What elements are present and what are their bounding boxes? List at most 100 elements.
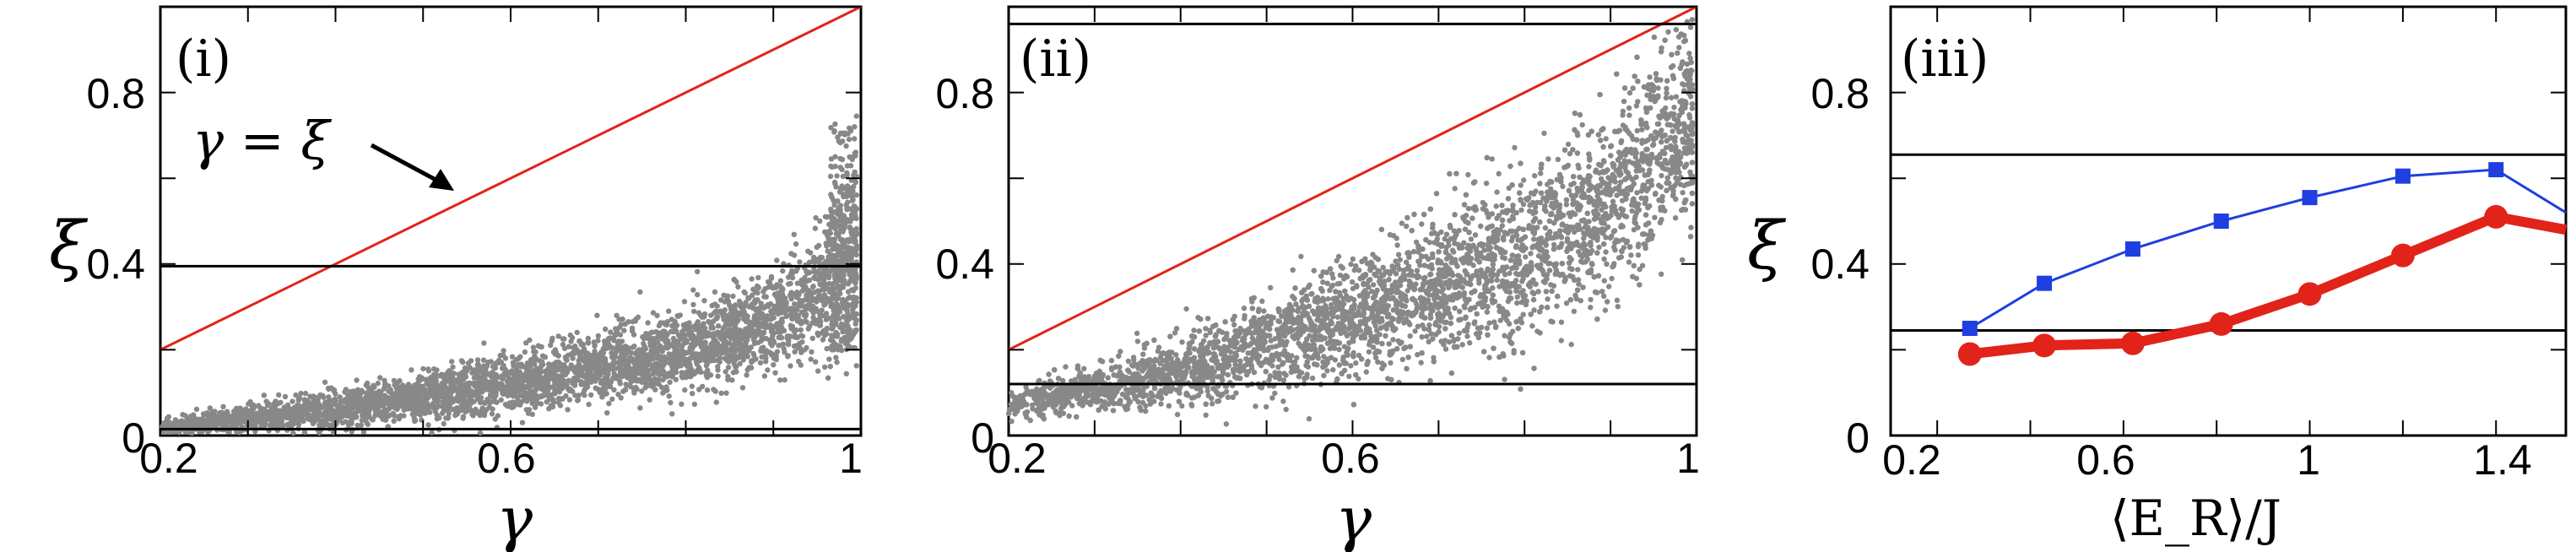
scatter-point (460, 400, 466, 406)
scatter-point (425, 422, 431, 428)
scatter-point (290, 398, 295, 404)
scatter-point (548, 342, 554, 349)
scatter-point (829, 346, 835, 352)
scatter-point (546, 361, 552, 367)
annotation-arrow (370, 143, 454, 191)
scatter-point (843, 371, 849, 376)
scatter-point (852, 246, 858, 252)
scatter-point (613, 347, 619, 353)
scatter-point (313, 403, 320, 409)
scatter-point (319, 392, 326, 398)
scatter-point (320, 422, 327, 428)
scatter-point (760, 330, 766, 336)
scatter-point (613, 326, 619, 332)
scatter-point (566, 377, 572, 383)
scatter-point (235, 419, 241, 425)
scatter-point (182, 413, 188, 419)
scatter-point (638, 351, 645, 358)
scatter-point (489, 411, 495, 417)
scatter-point (750, 357, 756, 363)
scatter-point (691, 308, 697, 315)
scatter-point (303, 410, 309, 416)
scatter-point (759, 311, 766, 317)
scatter-point (709, 302, 715, 309)
scatter-point (598, 389, 603, 395)
scatter-point (814, 330, 820, 336)
scatter-point (847, 270, 853, 277)
scatter-point (817, 312, 823, 319)
scatter-point (802, 347, 808, 353)
scatter-point (812, 269, 818, 275)
scatter-point (742, 290, 748, 296)
scatter-point (468, 358, 474, 364)
scatter-point (284, 411, 290, 417)
scatter-point (835, 134, 841, 140)
scatter-point (411, 403, 417, 409)
scatter-point (846, 136, 852, 143)
scatter-point (359, 387, 365, 393)
scatter-point (334, 409, 341, 416)
scatter-point (829, 322, 835, 327)
scatter-point (730, 327, 736, 333)
scatter-point (702, 325, 708, 331)
scatter-point (808, 356, 814, 362)
scatter-point (580, 390, 587, 396)
scatter-point (690, 301, 696, 308)
scatter-point (313, 409, 319, 415)
scatter-point (852, 270, 858, 276)
scatter-point (809, 307, 814, 313)
scatter-point (770, 284, 776, 290)
scatter-point (282, 393, 289, 400)
scatter-point (835, 345, 841, 352)
scatter-point (568, 338, 574, 344)
scatter-point (780, 268, 786, 274)
scatter-point (706, 318, 712, 325)
scatter-point (520, 387, 527, 392)
scatter-point (623, 352, 629, 358)
scatter-point (492, 379, 498, 385)
x-tick-label-i-1: 0.6 (477, 435, 536, 482)
scatter-point (691, 401, 698, 408)
panel-i: (i) γ = ξ ξ γ 0.2 0.6 1 0 0.4 0.8 (49, 5, 863, 552)
scatter-point (486, 371, 493, 377)
scatter-point (853, 363, 859, 369)
scatter-point (620, 373, 625, 380)
scatter-point (852, 316, 858, 322)
scatter-point (755, 274, 761, 281)
scatter-point (426, 385, 432, 392)
scatter-point (793, 241, 799, 247)
scatter-point (574, 329, 580, 336)
scatter-point (739, 385, 746, 391)
scatter-point (844, 163, 851, 169)
scatter-point (466, 393, 472, 399)
scatter-point (707, 372, 714, 378)
scatter-point (744, 354, 750, 360)
scatter-point (761, 373, 768, 379)
scatter-point (789, 309, 795, 315)
scatter-point (838, 236, 845, 243)
scatter-point (765, 367, 771, 373)
scatter-point (500, 387, 506, 393)
scatter-point (743, 312, 749, 318)
scatter-point (295, 414, 301, 420)
scatter-point (681, 299, 688, 305)
scatter-point (745, 348, 751, 354)
scatter-point (594, 312, 600, 318)
scatter-point (538, 401, 544, 407)
scatter-point (697, 312, 704, 318)
scatter-point (837, 155, 843, 162)
scatter-point (349, 415, 356, 421)
scatter-point (355, 398, 361, 405)
scatter-point (846, 236, 852, 242)
scatter-point (328, 385, 334, 391)
scatter-point (777, 278, 784, 284)
scatter-point (733, 369, 739, 375)
scatter-point (258, 405, 264, 412)
scatter-point (236, 405, 242, 412)
scatter-point (684, 321, 690, 327)
scatter-point (738, 337, 744, 343)
scatter-point (711, 357, 717, 364)
scatter-point (815, 368, 821, 374)
y-tick-label-i-2: 0.8 (86, 70, 145, 117)
scatter-point (849, 193, 856, 199)
